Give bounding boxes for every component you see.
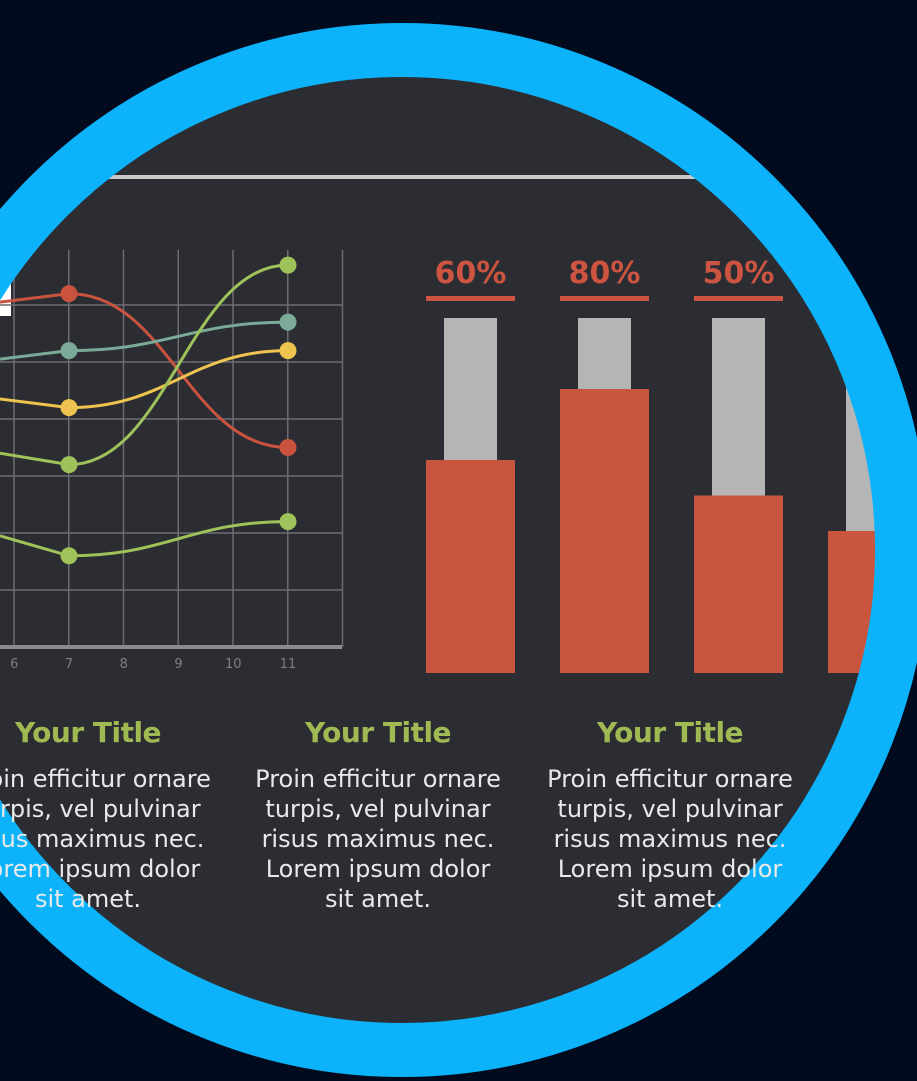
data-point (60, 547, 78, 565)
caption-title-2: Your Title (304, 716, 452, 749)
caption-title-3: Your Title (596, 716, 744, 749)
caption-body-1: Proin efficitur ornare turpis, vel pulvi… (0, 765, 211, 913)
bar-data-label-1: 60% (435, 256, 507, 291)
x-tick-label: 8 (120, 657, 128, 672)
data-point (279, 313, 297, 331)
x-tick-label: 11 (280, 657, 297, 672)
bar-1 (426, 460, 515, 673)
bar-label-underline-2 (560, 296, 649, 301)
data-point (279, 256, 297, 274)
bar-label-underline-1 (426, 296, 515, 301)
x-tick-label: 10 (225, 657, 242, 672)
caption-body-3: Proin efficitur ornare turpis, vel pulvi… (547, 765, 793, 913)
x-tick-label: 9 (174, 657, 182, 672)
data-point (279, 513, 297, 531)
series-line-3 (68, 349, 289, 410)
data-point (60, 399, 78, 417)
line-chart: 6 7 8 9 10 11 (0, 250, 344, 672)
data-point (60, 285, 78, 303)
series-line-5 (68, 520, 289, 558)
caption-body-2: Proin efficitur ornare turpis, vel pulvi… (255, 765, 501, 913)
bar-data-label-3: 50% (703, 256, 775, 291)
partial-label-box (0, 272, 11, 316)
data-point (279, 439, 297, 456)
bar-data-label-2: 80% (569, 256, 641, 291)
series-line-2 (68, 320, 289, 353)
bar-2 (560, 389, 649, 673)
data-point (60, 456, 78, 474)
header-rule (0, 175, 700, 179)
data-point (279, 342, 297, 360)
data-point (60, 342, 78, 360)
series-line-4 (68, 263, 289, 467)
x-tick-label: 6 (10, 657, 18, 672)
series-line-1 (68, 292, 289, 449)
caption-title-1: Your Title (14, 716, 162, 749)
bar-label-underline-3 (694, 296, 783, 301)
bar-3 (694, 495, 783, 673)
bar-chart: 60% 80% 50% (426, 256, 902, 673)
x-tick-label: 7 (65, 657, 73, 672)
blue-ring (0, 23, 917, 1077)
